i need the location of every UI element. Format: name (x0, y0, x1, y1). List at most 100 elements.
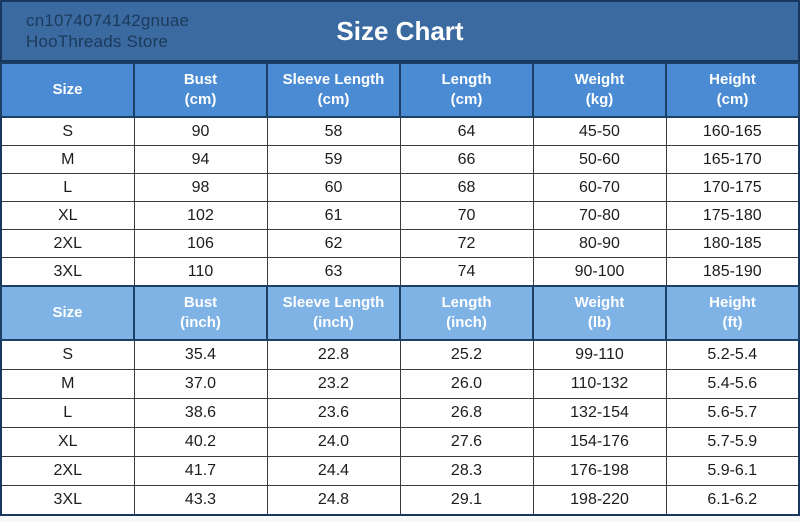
table-cell: M (0, 145, 135, 174)
table-cell: 64 (399, 116, 534, 146)
header-row-cm: Size Bust (cm) Sleeve Length (cm) Length (c… (0, 62, 800, 118)
header-label: Bust (183, 71, 218, 88)
table-cell: 180-185 (665, 229, 800, 258)
header-label: Sleeve Length (282, 71, 385, 88)
table-cell: 198-220 (532, 485, 667, 516)
header-label: Weight (574, 294, 625, 311)
table-cell: M (0, 369, 135, 399)
table-cell: 60 (266, 173, 401, 202)
header-unit: (cm) (317, 91, 350, 108)
table-cell: 28.3 (399, 456, 534, 486)
table-cell: 2XL (0, 456, 135, 486)
header-row-inch: Size Bust (inch) Sleeve Length (inch) Leng… (0, 285, 800, 341)
header-cell-size: Size (0, 285, 135, 341)
table-row: XL 40.2 24.0 27.6 154-176 5.7-5.9 (0, 427, 800, 457)
header-cell-weight: Weight (kg) (532, 62, 667, 118)
store-name: cn1074074142gnuae HooThreads Store (26, 10, 189, 52)
table-cell: 3XL (0, 485, 135, 516)
table-cell: 132-154 (532, 398, 667, 428)
table-cell: 90 (133, 116, 268, 146)
store-name-line2: HooThreads Store (26, 32, 169, 51)
header-label: Height (709, 294, 756, 311)
table-cell: 70 (399, 201, 534, 230)
header-cell-height: Height (ft) (665, 285, 800, 341)
header-unit: (inch) (313, 314, 354, 331)
header-cell-height: Height (cm) (665, 62, 800, 118)
table-cell: 72 (399, 229, 534, 258)
table-cell: 3XL (0, 257, 135, 287)
header-label: Height (709, 71, 756, 88)
table-cell: XL (0, 201, 135, 230)
header-cell-size: Size (0, 62, 135, 118)
table-cell: 37.0 (133, 369, 268, 399)
imperial-section: Size Bust (inch) Sleeve Length (inch) Leng… (0, 285, 800, 516)
table-row: M 37.0 23.2 26.0 110-132 5.4-5.6 (0, 369, 800, 399)
table-cell: 160-165 (665, 116, 800, 146)
page-title: Size Chart (336, 15, 464, 46)
table-cell: 61 (266, 201, 401, 230)
table-cell: 35.4 (133, 339, 268, 370)
table-cell: 59 (266, 145, 401, 174)
table-cell: 27.6 (399, 427, 534, 457)
table-cell: 170-175 (665, 173, 800, 202)
header-cell-length: Length (inch) (399, 285, 534, 341)
header-cell-bust: Bust (inch) (133, 285, 268, 341)
header-unit: (kg) (585, 91, 614, 108)
table-cell: 5.4-5.6 (665, 369, 800, 399)
header-unit: (lb) (587, 314, 612, 331)
table-cell: L (0, 398, 135, 428)
table-cell: 74 (399, 257, 534, 287)
table-row: 3XL 110 63 74 90-100 185-190 (0, 257, 800, 287)
header-label: Size (52, 304, 83, 321)
table-cell: 41.7 (133, 456, 268, 486)
table-cell: 45-50 (532, 116, 667, 146)
table-cell: 5.9-6.1 (665, 456, 800, 486)
header-label: Sleeve Length (282, 294, 385, 311)
header-label: Weight (574, 71, 625, 88)
table-cell: 60-70 (532, 173, 667, 202)
table-cell: L (0, 173, 135, 202)
header-unit: (cm) (450, 91, 483, 108)
table-row: S 35.4 22.8 25.2 99-110 5.2-5.4 (0, 339, 800, 370)
header-cell-length: Length (cm) (399, 62, 534, 118)
table-cell: 22.8 (266, 339, 401, 370)
header-unit: (ft) (722, 314, 743, 331)
table-cell: 102 (133, 201, 268, 230)
table-cell: 5.6-5.7 (665, 398, 800, 428)
table-cell: 43.3 (133, 485, 268, 516)
table-cell: 26.0 (399, 369, 534, 399)
table-row: 2XL 106 62 72 80-90 180-185 (0, 229, 800, 258)
table-cell: 29.1 (399, 485, 534, 516)
size-chart-table: Size Bust (cm) Sleeve Length (cm) Length (c… (0, 62, 800, 516)
table-cell: 175-180 (665, 201, 800, 230)
table-cell: 23.6 (266, 398, 401, 428)
table-cell: S (0, 339, 135, 370)
table-cell: 90-100 (532, 257, 667, 287)
table-cell: 6.1-6.2 (665, 485, 800, 516)
table-cell: 25.2 (399, 339, 534, 370)
table-cell: 110 (133, 257, 268, 287)
table-cell: 62 (266, 229, 401, 258)
table-cell: S (0, 116, 135, 146)
table-row: L 98 60 68 60-70 170-175 (0, 173, 800, 202)
header-unit: (cm) (184, 91, 217, 108)
table-cell: 24.0 (266, 427, 401, 457)
table-cell: 24.4 (266, 456, 401, 486)
header-unit: (inch) (446, 314, 487, 331)
header-unit: (cm) (716, 91, 749, 108)
table-cell: 98 (133, 173, 268, 202)
table-cell: 63 (266, 257, 401, 287)
table-cell: 80-90 (532, 229, 667, 258)
header-cell-bust: Bust (cm) (133, 62, 268, 118)
table-cell: 99-110 (532, 339, 667, 370)
table-cell: 23.2 (266, 369, 401, 399)
table-cell: 165-170 (665, 145, 800, 174)
table-cell: 24.8 (266, 485, 401, 516)
table-row: 3XL 43.3 24.8 29.1 198-220 6.1-6.2 (0, 485, 800, 516)
table-cell: 5.7-5.9 (665, 427, 800, 457)
header-label: Length (441, 71, 492, 88)
table-cell: 70-80 (532, 201, 667, 230)
table-row: M 94 59 66 50-60 165-170 (0, 145, 800, 174)
table-cell: 94 (133, 145, 268, 174)
table-cell: 110-132 (532, 369, 667, 399)
